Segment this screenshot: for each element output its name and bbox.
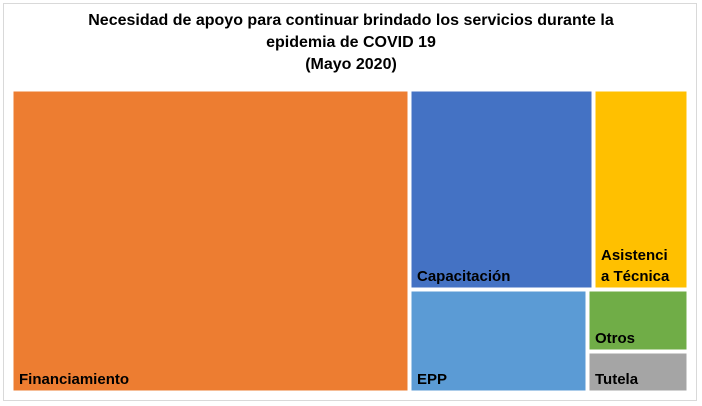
treemap-label-otros: Otros (595, 330, 635, 347)
treemap-label-financiamiento: Financiamiento (19, 371, 129, 388)
treemap-label-asistencia-tecnica: Asistenci a Técnica (601, 247, 670, 285)
chart-title: Necesidad de apoyo para continuar brinda… (0, 10, 702, 76)
treemap-tile-otros (588, 290, 688, 351)
treemap-label-tutela: Tutela (595, 371, 639, 388)
treemap-tile-capacitacion (410, 90, 593, 289)
treemap-tile-tutela (588, 352, 688, 392)
treemap-tile-financiamiento (12, 90, 409, 392)
treemap-tile-asistencia-tecnica (594, 90, 688, 289)
chart-title-line-1: Necesidad de apoyo para continuar brinda… (88, 12, 614, 29)
treemap-tile-epp (410, 290, 587, 392)
treemap-label-epp: EPP (417, 371, 447, 388)
treemap-label-capacitacion: Capacitación (417, 268, 510, 285)
chart-title-line-3: (Mayo 2020) (305, 56, 397, 73)
chart-title-line-2: epidemia de COVID 19 (266, 34, 436, 51)
